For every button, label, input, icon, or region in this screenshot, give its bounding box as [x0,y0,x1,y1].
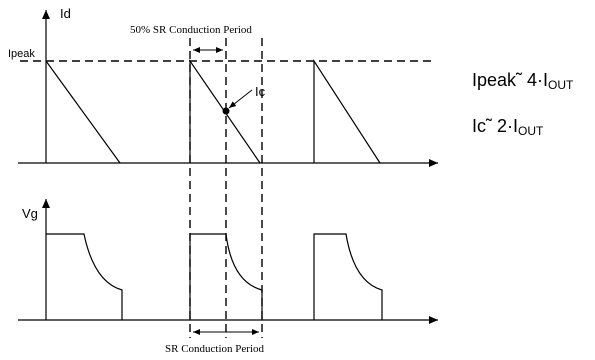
vg-pulse-2 [189,233,263,320]
ic-equation: Ic˜ 2·IOUT [472,116,543,138]
id-ramp-3 [313,58,381,164]
id-ramp-1 [45,60,121,164]
ipeak-equation-text: Ipeak˜ 4·I [472,70,549,90]
ic-equation-subscript: OUT [518,124,544,138]
ipeak-equation: Ipeak˜ 4·IOUT [472,70,573,92]
bottom-period-label: SR Conduction Period [165,343,265,355]
ic-label: Ic [255,84,266,99]
id-axis-label: Id [60,6,71,21]
vg-pulse-1 [46,233,123,320]
top-period-label: 50% SR Conduction Period [130,24,252,36]
vg-pulse-3 [313,233,383,320]
ic-equation-text: Ic˜ 2·I [472,116,519,136]
ipeak-equation-subscript: OUT [548,78,574,92]
vg-axis-label: Vg [22,206,38,221]
ic-leader-arrow [228,89,253,109]
ipeak-label: Ipeak [8,48,35,60]
